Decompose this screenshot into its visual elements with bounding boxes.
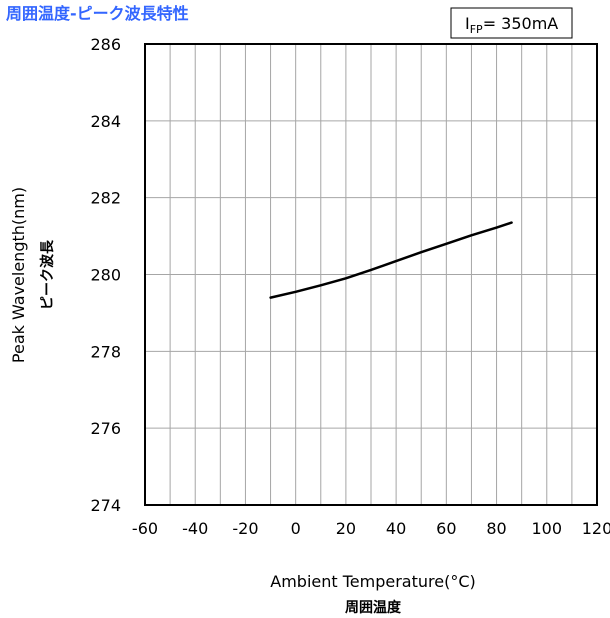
x-tick-label: 0 <box>291 519 301 538</box>
annotation-subscript: FP <box>470 23 483 36</box>
y-tick-label: 286 <box>90 35 121 54</box>
annotation-main: I <box>465 14 470 33</box>
plot-frame <box>144 43 598 506</box>
y-tick-label: 284 <box>90 112 121 131</box>
y-tick-label: 276 <box>90 419 121 438</box>
series-layer <box>269 221 513 299</box>
series-line <box>269 221 513 299</box>
x-tick-label: -60 <box>132 519 158 538</box>
x-tick-label: -20 <box>232 519 258 538</box>
x-tick-label: 80 <box>486 519 506 538</box>
x-tick-label: 20 <box>336 519 356 538</box>
x-axis-title-jp: 周囲温度 <box>345 599 402 616</box>
y-tick-label: 278 <box>90 342 121 361</box>
y-tick-label: 274 <box>90 496 121 515</box>
y-axis-title-jp: ピーク波長 <box>39 239 56 310</box>
x-tick-label: 40 <box>386 519 406 538</box>
chart-title: 周囲温度-ピーク波長特性 <box>6 4 189 23</box>
x-tick-label: 120 <box>582 519 610 538</box>
x-tick-label: 60 <box>436 519 456 538</box>
y-tick-label: 280 <box>90 266 121 285</box>
annotation-frame <box>450 7 573 39</box>
x-axis-title: Ambient Temperature(°C) <box>270 572 475 591</box>
x-tick-label: 100 <box>532 519 563 538</box>
y-tick-label: 282 <box>90 189 121 208</box>
annotation-box: IFP= 350mA <box>450 7 573 39</box>
tick-labels: -60 -40 -20 0 20 40 60 80 100 120 274 276 278 280 282 2… <box>90 35 610 538</box>
annotation-value: = 350mA <box>483 14 559 33</box>
x-tick-label: -40 <box>182 519 208 538</box>
grid <box>145 44 597 505</box>
y-axis-title: Peak Wavelength(nm) <box>9 187 28 363</box>
annotation-text: IFP= 350mA <box>465 14 558 36</box>
